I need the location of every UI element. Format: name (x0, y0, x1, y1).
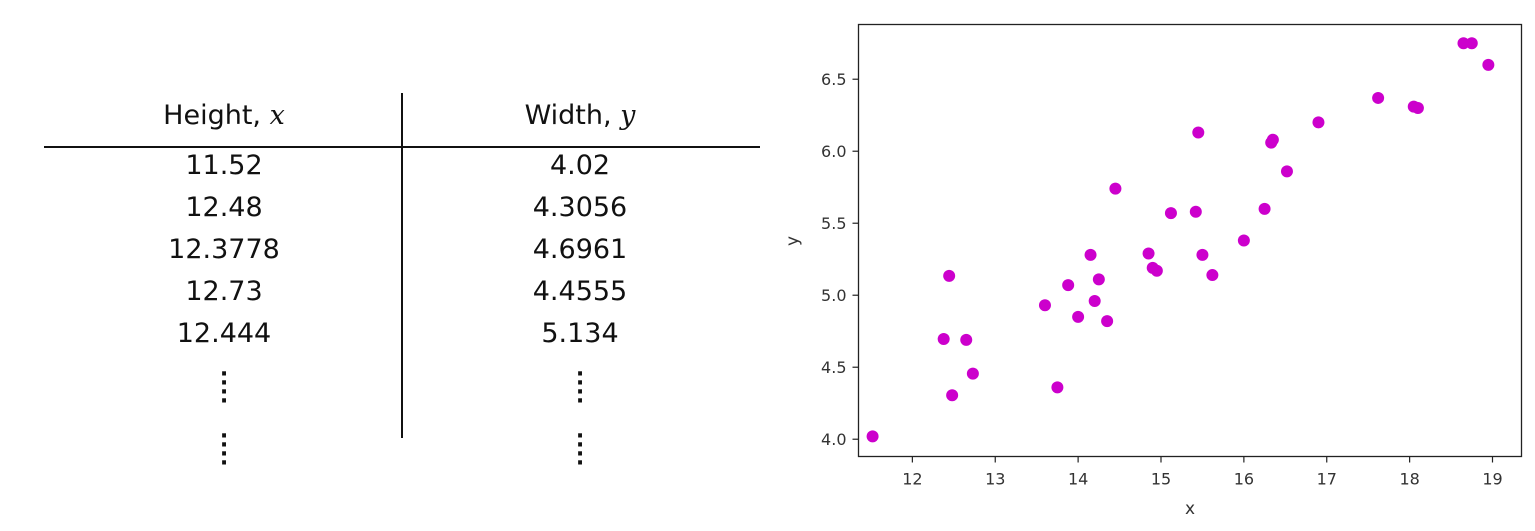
scatter-point (1084, 248, 1097, 261)
y-tick-label: 4.5 (821, 358, 846, 377)
scatter-point (1088, 294, 1101, 307)
scatter-point (1072, 310, 1085, 323)
scatter-point (1051, 381, 1064, 394)
header-height: Height, x (74, 100, 374, 131)
scatter-point (1372, 91, 1385, 104)
scatter-point (1189, 205, 1202, 218)
scatter-point (1142, 247, 1155, 260)
x-tick-label: 17 (1317, 470, 1337, 489)
x-axis-ticks: 12 13 14 15 16 17 18 19 (902, 456, 1503, 489)
scatter-point (1101, 315, 1114, 328)
cell-height-3: 12.73 (185, 276, 263, 307)
ellipsis-dots: · · · · (575, 424, 585, 476)
scatter-point (1411, 102, 1424, 115)
x-axis-label: x (1185, 499, 1195, 519)
scatter-point (1258, 202, 1271, 215)
y-tick-label: 4.0 (821, 430, 846, 449)
data-table: Height, x Width, y 11.52 4.02 12.48 4.30… (44, 93, 760, 476)
x-tick-label: 12 (902, 470, 922, 489)
header-width-var: y (620, 100, 636, 131)
scatter-point (1465, 37, 1478, 50)
y-axis-label: y (783, 236, 803, 246)
cell-height-0: 11.52 (185, 150, 263, 181)
scatter-point (1109, 182, 1122, 195)
y-tick-label: 6.5 (821, 70, 846, 89)
scatter-point (1237, 234, 1250, 247)
scatter-point (966, 367, 979, 380)
scatter-point (946, 389, 959, 402)
scatter-point (1092, 273, 1105, 286)
y-tick-label: 5.5 (821, 214, 846, 233)
cell-width-1: 4.3056 (532, 192, 628, 223)
y-axis-ticks: 4.0 4.5 5.0 5.5 6.0 6.5 (821, 70, 859, 449)
scatter-point (866, 430, 879, 443)
ellipsis-dots: · · · · (575, 362, 585, 414)
scatter-point (1150, 264, 1163, 277)
cell-width-0: 4.02 (549, 150, 611, 181)
scatter-point (1038, 299, 1051, 312)
x-tick-label: 16 (1234, 470, 1254, 489)
scatter-point (1192, 126, 1205, 139)
scatter-point (937, 332, 950, 345)
cell-height-1: 12.48 (185, 192, 263, 223)
ellipsis-dots: · · · · (219, 362, 229, 414)
ellipsis-dots: · · · · (219, 424, 229, 476)
cell-height-4: 12.444 (176, 318, 272, 349)
scatter-point (1164, 207, 1177, 220)
header-height-label: Height, (163, 100, 270, 131)
scatter-point (1206, 269, 1219, 282)
table-column-divider (401, 93, 403, 438)
scatter-point (1457, 37, 1470, 50)
scatter-chart: 12 13 14 15 16 17 18 19 4.0 4.5 5.0 5.5 6.0 6.5 x y (783, 23, 1523, 519)
x-tick-label: 18 (1399, 470, 1419, 489)
scatter-point (1280, 165, 1293, 178)
cell-width-3: 4.4555 (532, 276, 628, 307)
x-tick-label: 15 (1151, 470, 1171, 489)
cell-width-2: 4.6961 (532, 234, 628, 265)
cell-width-4: 5.134 (541, 318, 619, 349)
scatter-point (1196, 248, 1209, 261)
header-width: Width, y (430, 100, 730, 131)
scatter-point (960, 333, 973, 346)
scatter-point (1062, 279, 1075, 292)
header-width-label: Width, (524, 100, 621, 131)
y-tick-label: 6.0 (821, 142, 846, 161)
x-tick-label: 13 (985, 470, 1005, 489)
header-height-var: x (269, 100, 285, 131)
scatter-point (1266, 133, 1279, 146)
plot-frame (857, 23, 1523, 458)
scatter-point (943, 269, 956, 282)
x-tick-label: 19 (1482, 470, 1502, 489)
scatter-point (1312, 116, 1325, 129)
scatter-point (1482, 58, 1495, 71)
x-tick-label: 14 (1068, 470, 1088, 489)
y-tick-label: 5.0 (821, 286, 846, 305)
cell-height-2: 12.3778 (168, 234, 280, 265)
data-points (866, 37, 1495, 443)
